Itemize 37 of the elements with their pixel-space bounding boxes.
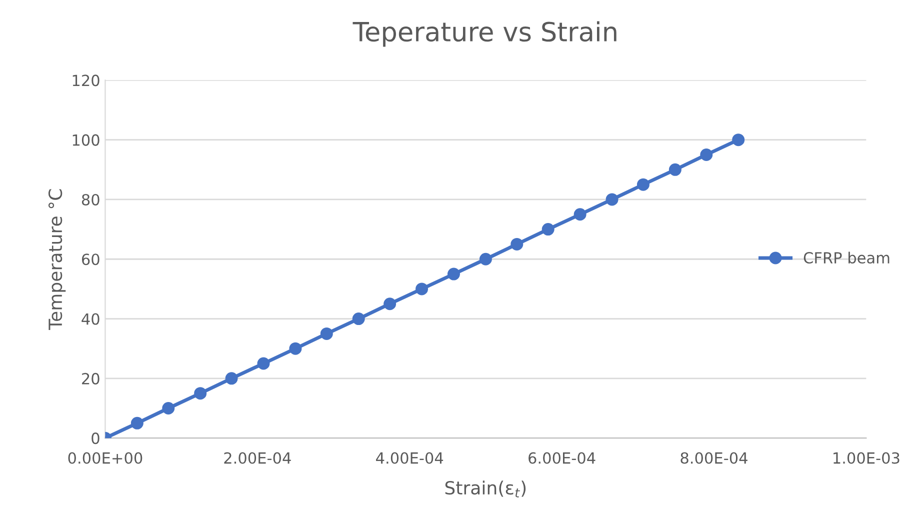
x-tick-label: 4.00E-04 — [376, 452, 444, 464]
y-tick-label: 60 — [82, 254, 100, 266]
x-axis-title: Strain(ε$_{t}$) — [445, 480, 526, 498]
y-tick-label: 40 — [82, 313, 100, 325]
point — [574, 208, 586, 221]
y-tick-label: 80 — [82, 194, 100, 206]
y-tick-label: 20 — [82, 372, 100, 384]
point — [510, 238, 524, 250]
point — [194, 387, 207, 400]
point — [162, 402, 175, 414]
point — [352, 312, 365, 326]
chart-title: Teperature vs Strain — [352, 21, 616, 47]
y-tick-label: 0 — [92, 432, 100, 444]
point — [542, 223, 554, 236]
x-tick-label: 2.00E-04 — [224, 452, 291, 464]
point — [257, 357, 270, 370]
point — [289, 342, 302, 355]
point — [384, 298, 396, 310]
legend-label: CFRP beam — [804, 252, 890, 264]
point — [732, 134, 745, 146]
point — [130, 416, 144, 430]
point — [225, 372, 238, 385]
point — [447, 268, 460, 280]
point — [416, 282, 428, 296]
x-tick-label: 6.00E-04 — [528, 452, 596, 464]
point — [479, 252, 492, 266]
y-axis-title: Temperature °C — [48, 189, 66, 330]
x-tick-label: 0.00E+00 — [68, 452, 142, 464]
point — [606, 193, 618, 206]
y-tick-label: 100 — [72, 134, 100, 146]
x-tick-label: 1.00E-03 — [834, 452, 900, 464]
point — [636, 178, 650, 191]
point — [320, 327, 333, 340]
point — [668, 163, 682, 176]
y-tick-label: 120 — [72, 74, 100, 86]
x-tick-label: 8.00E-04 — [680, 452, 748, 464]
point — [700, 148, 713, 161]
